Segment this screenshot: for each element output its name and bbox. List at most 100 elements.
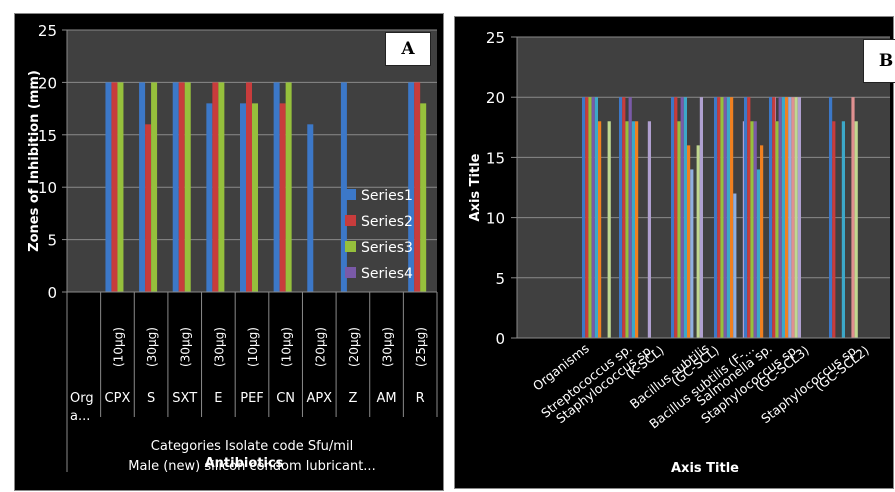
- x-category-label: S: [147, 391, 155, 406]
- bar: [619, 97, 623, 338]
- bar: [726, 97, 730, 338]
- bar: [687, 145, 691, 338]
- bar: [628, 97, 632, 338]
- bar: [797, 97, 801, 338]
- bar: [753, 121, 757, 338]
- bar-series2: [414, 82, 421, 293]
- bar: [635, 121, 639, 338]
- x-category-label: AM: [376, 391, 396, 406]
- bar: [851, 97, 855, 338]
- x-category-label: R: [416, 391, 425, 406]
- bar: [607, 121, 611, 338]
- bar: [582, 97, 586, 338]
- bar-series1: [105, 82, 112, 293]
- y-tick-label: 20: [486, 89, 505, 107]
- bar: [829, 97, 833, 338]
- bar-series1: [307, 124, 314, 292]
- bar-series3: [151, 82, 158, 293]
- legend-swatch: [345, 189, 356, 200]
- x-category-label: CN: [276, 391, 295, 406]
- x-dose-label: (30µg): [179, 327, 193, 367]
- y-tick-label: 5: [47, 232, 57, 250]
- x-dose-label: (20µg): [347, 327, 361, 367]
- bar-series1: [408, 82, 415, 293]
- chart-b-panel: 0 5 10 15 20 25 Axis Title Organisms Streptococc…: [454, 16, 895, 489]
- plot-area: [517, 37, 890, 338]
- bar: [769, 97, 773, 338]
- bar: [631, 121, 635, 338]
- bar: [744, 97, 748, 338]
- bar: [598, 121, 602, 338]
- bar: [791, 97, 795, 338]
- bar: [677, 121, 681, 338]
- x-axis-title-line: Male (new) silicon condom lubricant...: [128, 459, 375, 474]
- y-axis-title: Axis Title: [468, 153, 483, 221]
- x-category-label: Org: [70, 391, 94, 406]
- bar: [756, 169, 760, 338]
- legend-label: Series3: [361, 240, 413, 256]
- panel-label-a: A: [385, 32, 431, 66]
- bar: [794, 97, 798, 338]
- x-dose-label: (30µg): [145, 327, 159, 367]
- x-axis-title: Antibiotics: [205, 456, 284, 471]
- bar: [671, 97, 675, 338]
- x-category-label: PEF: [240, 391, 264, 406]
- bar: [785, 97, 789, 338]
- y-tick-label: 0: [47, 284, 57, 302]
- bar-series2: [246, 82, 252, 293]
- bar: [788, 97, 792, 338]
- bar-series1: [139, 82, 146, 293]
- legend-label: Series4: [361, 266, 413, 282]
- bar: [674, 97, 678, 338]
- bar: [622, 97, 626, 338]
- bar-series1: [172, 82, 179, 293]
- bar: [714, 97, 718, 338]
- y-tick-label: 10: [38, 179, 57, 197]
- bar-series2: [111, 82, 118, 293]
- chart-a-panel: 0 5 10 15 20 25 Zones of Inhibition (mm) Org a..…: [14, 13, 444, 491]
- x-dose-label: (30µg): [212, 327, 226, 367]
- x-category-label: E: [214, 391, 222, 406]
- x-dose-label: (30µg): [381, 327, 395, 367]
- bar: [647, 121, 651, 338]
- bar: [841, 121, 845, 338]
- bar: [588, 97, 592, 338]
- y-axis-title: Zones of Inhibition (mm): [27, 70, 42, 252]
- x-category-label: a...: [70, 409, 90, 424]
- legend-swatch: [345, 241, 356, 252]
- bar: [625, 121, 629, 338]
- bar-series2: [178, 82, 185, 293]
- y-tick-label: 5: [495, 270, 505, 288]
- bar: [730, 97, 734, 338]
- y-tick-label: 15: [38, 127, 57, 145]
- panel-label-b: B: [863, 39, 895, 83]
- bar-series3: [184, 82, 191, 293]
- bar: [772, 97, 776, 338]
- bar: [585, 97, 589, 338]
- y-tick-label: 15: [486, 149, 505, 167]
- bar: [854, 121, 858, 338]
- bar-series1: [206, 103, 213, 292]
- bar: [683, 97, 687, 338]
- x-category-label: CPX: [105, 391, 131, 406]
- bar-series3: [252, 103, 258, 292]
- y-tick-label: 10: [486, 210, 505, 228]
- y-tick-label: 0: [495, 330, 505, 348]
- bar-series3: [285, 82, 292, 293]
- x-dose-label: (20µg): [313, 327, 327, 367]
- bar: [680, 97, 684, 338]
- bar: [733, 193, 737, 338]
- x-category-label: APX: [306, 391, 332, 406]
- bar-series1: [340, 82, 347, 293]
- bar-series3: [117, 82, 124, 293]
- bar: [720, 97, 724, 338]
- bar-series3: [420, 103, 427, 292]
- bar: [750, 121, 754, 338]
- y-tick-label: 25: [38, 22, 57, 40]
- bar: [832, 121, 836, 338]
- legend-swatch: [345, 267, 356, 278]
- bar-series2: [279, 103, 286, 292]
- bar: [696, 145, 700, 338]
- bar-series2: [212, 82, 219, 293]
